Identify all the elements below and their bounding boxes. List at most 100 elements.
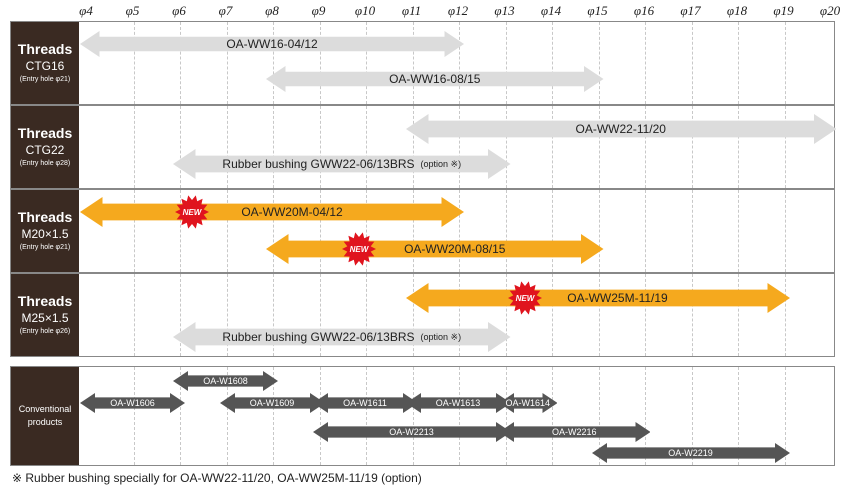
axis-tick-label: φ20 [819, 3, 841, 18]
grid-line [784, 106, 786, 188]
arrow-label-box: OA-W1606 [80, 393, 185, 413]
section-title: Threads [17, 41, 73, 57]
section-title: Conventional products [18, 404, 72, 427]
product-label: OA-W2213 [389, 427, 434, 437]
product-label: Rubber bushing GWW22-06/13BRS [222, 157, 415, 171]
arrow-shape [80, 31, 464, 57]
arrow-label-box: Rubber bushing GWW22-06/13BRS (option ※) [173, 322, 511, 352]
grid-line [226, 367, 228, 465]
arrow-label-box: OA-W1609 [220, 393, 325, 413]
grid-line [505, 22, 507, 104]
section-label: Threads CTG22 (Entry hole φ28) [11, 106, 79, 188]
grid-line [273, 22, 274, 104]
grid-line [319, 190, 321, 272]
grid-line [459, 274, 460, 356]
grid-line [180, 274, 181, 356]
range-arrow: OA-WW20M-08/15 [266, 234, 604, 264]
grid-line [552, 274, 553, 356]
arrow-shape [173, 149, 511, 179]
section-entry-hole: (Entry hole φ28) [19, 160, 71, 167]
arrow-shape [405, 393, 511, 413]
section-thread-size: M25×1.5 [21, 311, 69, 325]
axis-tick-label: φ10 [354, 3, 376, 18]
range-arrow: Rubber bushing GWW22-06/13BRS (option ※) [173, 149, 511, 179]
new-badge-icon: NEW [508, 281, 542, 315]
product-label: Rubber bushing GWW22-06/13BRS [222, 330, 415, 344]
grid-line [412, 22, 414, 104]
axis-tick-label: φ12 [447, 3, 469, 18]
grid-line [505, 190, 507, 272]
product-label: OA-W1608 [203, 376, 248, 386]
section-thread-size: M20×1.5 [21, 227, 69, 241]
grid-line [459, 22, 460, 104]
starburst-icon [508, 281, 542, 315]
arrow-shape [498, 393, 557, 413]
grid-line [784, 274, 786, 356]
range-arrow: OA-WW16-04/12 [80, 31, 464, 57]
arrow-body [80, 393, 185, 413]
arrow-shape [80, 197, 464, 227]
arrow-label-box: OA-WW22-11/20 [406, 114, 837, 144]
footnote: ※ Rubber bushing specially for OA-WW22-1… [12, 471, 422, 485]
axis-tick-label: φ16 [633, 3, 655, 18]
starburst-shape [342, 232, 376, 266]
arrow-label-box: Rubber bushing GWW22-06/13BRS (option ※) [173, 149, 511, 179]
grid-line [784, 367, 786, 465]
arrow-body [312, 422, 511, 442]
grid-line [738, 274, 739, 356]
grid-line [691, 190, 693, 272]
range-arrow: OA-WW16-08/15 [266, 66, 604, 92]
range-arrow: OA-WW22-11/20 [405, 114, 837, 144]
grid-line [412, 190, 414, 272]
axis-tick-label: φ13 [494, 3, 515, 18]
grid-line [366, 367, 367, 465]
section-thread-size: CTG16 [25, 59, 65, 73]
grid-line [645, 274, 646, 356]
range-arrow: OA-W1613 [405, 393, 511, 413]
arrow-body [498, 422, 650, 442]
grid-line [598, 367, 600, 465]
arrow-body [591, 443, 790, 463]
section-label: Conventional products [11, 367, 79, 465]
arrow-label-box: OA-W1608 [173, 371, 278, 391]
axis-tick-label: φ9 [311, 3, 326, 18]
grid-line [552, 190, 553, 272]
arrow-label-box: OA-W1611 [313, 393, 418, 413]
option-note: (option ※) [420, 331, 462, 342]
grid-line [226, 22, 228, 104]
starburst-shape [175, 195, 209, 229]
grid-line [133, 106, 135, 188]
section-panel: Threads CTG16 (Entry hole φ21) [10, 21, 835, 105]
arrow-label-box: OA-WW20M-08/15 [266, 234, 604, 264]
axis-tick-label: φ6 [172, 3, 186, 18]
grid-line [273, 367, 274, 465]
grid-line [273, 274, 274, 356]
grid-line [273, 190, 274, 272]
grid-line [319, 106, 321, 188]
starburst-icon [342, 232, 376, 266]
section-title: Threads [17, 125, 73, 141]
range-arrow: OA-W2219 [591, 443, 790, 463]
arrow-shape [498, 422, 650, 442]
grid-line [366, 106, 367, 188]
arrow-shape [405, 283, 790, 313]
grid-line [691, 367, 693, 465]
range-arrow: OA-W1609 [219, 393, 325, 413]
axis-tick-label: φ17 [680, 3, 701, 18]
grid-line [691, 274, 693, 356]
product-label: OA-WW20M-04/12 [241, 205, 343, 219]
grid-line [645, 106, 646, 188]
grid-line [226, 190, 228, 272]
product-label: OA-WW25M-11/19 [567, 291, 668, 305]
grid-line [133, 190, 135, 272]
product-label: OA-WW16-08/15 [389, 72, 481, 86]
grid-line [412, 274, 414, 356]
arrow-label-box: OA-WW20M-04/12 [80, 197, 464, 227]
grid-line [738, 106, 739, 188]
grid-line [691, 106, 693, 188]
range-arrow: OA-W2216 [498, 422, 650, 442]
arrow-label-box: OA-W2213 [313, 422, 511, 442]
product-label: OA-WW22-11/20 [575, 122, 666, 136]
grid-line [691, 22, 693, 104]
axis-tick-label: φ7 [218, 3, 233, 18]
